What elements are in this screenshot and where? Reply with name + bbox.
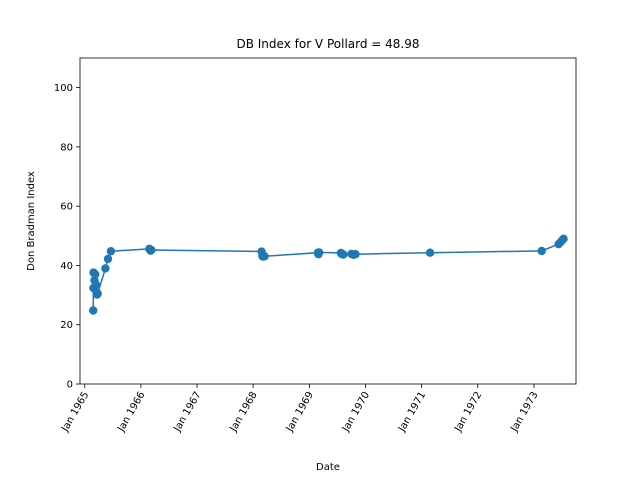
y-tick-label: 60 — [60, 202, 73, 213]
x-axis-label: Date — [316, 462, 340, 473]
y-tick-label: 0 — [67, 380, 73, 391]
y-axis-label: Don Bradman Index — [26, 171, 37, 271]
x-tick-label: Jan 1971 — [396, 390, 428, 435]
y-tick-label: 40 — [60, 261, 73, 272]
x-tick-label: Jan 1966 — [115, 390, 147, 435]
data-point — [260, 252, 269, 261]
x-tick-label: Jan 1970 — [340, 390, 372, 435]
data-point — [101, 264, 110, 273]
y-tick-label: 80 — [60, 142, 73, 153]
data-point — [537, 246, 546, 256]
data-point — [91, 270, 100, 279]
x-tick-label: Jan 1969 — [284, 390, 316, 435]
data-point — [339, 250, 348, 259]
series-layer — [89, 234, 568, 315]
data-point — [89, 306, 98, 315]
data-point — [103, 254, 113, 264]
data-point — [425, 248, 435, 257]
y-tick-label: 100 — [54, 83, 73, 94]
x-tick-label: Jan 1968 — [228, 390, 260, 435]
x-tick-label: Jan 1965 — [59, 390, 91, 435]
plot-frame — [79, 57, 577, 385]
data-point — [106, 247, 116, 256]
x-tick-label: Jan 1973 — [509, 390, 541, 435]
data-point — [314, 248, 324, 257]
x-tick-label: Jan 1972 — [452, 390, 484, 435]
series-line — [92, 238, 565, 311]
data-point — [147, 245, 156, 255]
x-axis: Jan 1965 Jan 1966 Jan 1967 Jan 1968 Jan 1969… — [59, 384, 541, 435]
y-tick-label: 20 — [60, 320, 73, 331]
y-axis: 0 20 40 60 80 100 — [54, 83, 80, 391]
plot-area — [79, 57, 577, 385]
chart-title: DB Index for V Pollard = 48.98 — [236, 37, 419, 51]
data-point — [559, 234, 568, 244]
data-point — [351, 249, 360, 259]
x-tick-label: Jan 1967 — [172, 390, 204, 435]
data-point — [91, 280, 101, 289]
data-point — [93, 289, 102, 298]
